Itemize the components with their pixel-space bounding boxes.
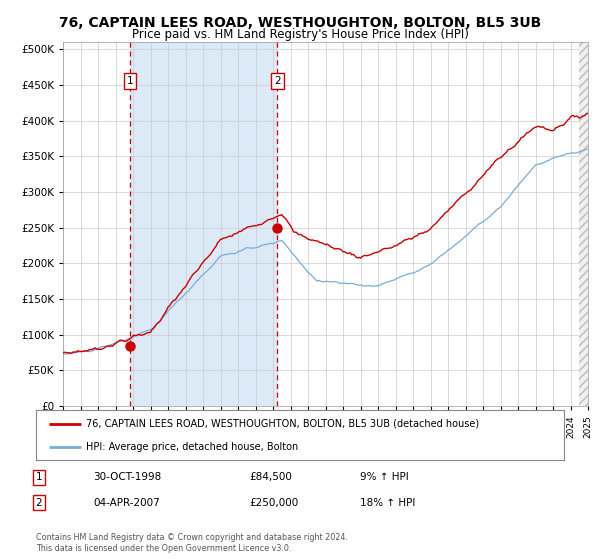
Text: 76, CAPTAIN LEES ROAD, WESTHOUGHTON, BOLTON, BL5 3UB: 76, CAPTAIN LEES ROAD, WESTHOUGHTON, BOL… — [59, 16, 541, 30]
Text: 30-OCT-1998: 30-OCT-1998 — [93, 472, 161, 482]
Text: £84,500: £84,500 — [249, 472, 292, 482]
Text: 76, CAPTAIN LEES ROAD, WESTHOUGHTON, BOLTON, BL5 3UB (detached house): 76, CAPTAIN LEES ROAD, WESTHOUGHTON, BOL… — [86, 418, 479, 428]
Text: 1: 1 — [127, 76, 133, 86]
Text: HPI: Average price, detached house, Bolton: HPI: Average price, detached house, Bolt… — [86, 442, 298, 452]
Text: Contains HM Land Registry data © Crown copyright and database right 2024.
This d: Contains HM Land Registry data © Crown c… — [36, 533, 348, 553]
Text: Price paid vs. HM Land Registry's House Price Index (HPI): Price paid vs. HM Land Registry's House … — [131, 28, 469, 41]
Text: 04-APR-2007: 04-APR-2007 — [93, 498, 160, 508]
Text: £250,000: £250,000 — [249, 498, 298, 508]
Text: 18% ↑ HPI: 18% ↑ HPI — [360, 498, 415, 508]
Text: 2: 2 — [274, 76, 281, 86]
Text: 2: 2 — [35, 498, 43, 508]
Text: 1: 1 — [35, 472, 43, 482]
Text: 9% ↑ HPI: 9% ↑ HPI — [360, 472, 409, 482]
Bar — [130, 42, 277, 406]
